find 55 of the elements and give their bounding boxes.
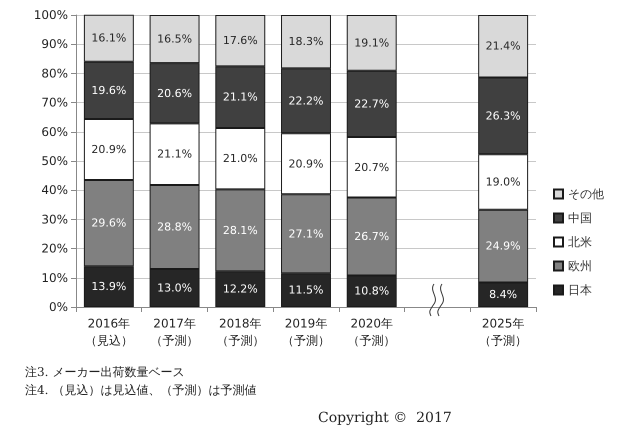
y-tick-label: 10% — [41, 270, 68, 285]
legend-label: 欧州 — [568, 259, 592, 273]
legend-label: その他 — [568, 187, 604, 201]
data-label: 16.1% — [91, 32, 126, 45]
data-label: 28.1% — [222, 224, 258, 237]
y-tick-label: 30% — [41, 212, 68, 226]
data-label: 24.9% — [486, 240, 521, 253]
data-label: 17.6% — [222, 34, 258, 48]
data-label: 20.9% — [91, 142, 126, 156]
data-label: 28.8% — [157, 220, 192, 234]
data-label: 22.7% — [354, 97, 390, 110]
data-label: 26.7% — [354, 230, 390, 243]
y-tick-label: 0% — [48, 300, 68, 314]
data-label: 19.6% — [91, 84, 126, 97]
x-tick-label: 2017年（予測） — [150, 316, 199, 348]
y-tick-label: 90% — [41, 37, 68, 52]
data-label: 27.1% — [288, 227, 324, 240]
data-label: 21.1% — [157, 148, 192, 161]
data-label: 12.2% — [222, 282, 258, 296]
y-tick-label: 40% — [41, 183, 68, 198]
y-tick-label: 60% — [41, 124, 68, 139]
data-label: 22.2% — [288, 94, 324, 108]
data-label: 29.6% — [91, 216, 126, 230]
x-tick-label: 2018年（予測） — [216, 316, 264, 348]
data-label: 21.1% — [222, 90, 258, 104]
y-tick-label: 100% — [34, 8, 68, 22]
y-tick-label: 20% — [41, 242, 68, 256]
text: 注3. メーカー出荷数量ベース — [25, 365, 184, 379]
text: Copyright © 2017 — [318, 410, 452, 426]
data-label: 10.8% — [354, 284, 390, 298]
data-label: 26.3% — [486, 109, 521, 122]
data-label: 20.7% — [354, 160, 390, 174]
x-tick-label: 2019年（予測） — [282, 316, 330, 348]
legend-label: 北米 — [568, 235, 592, 249]
text: 注4. （見込）は見込値、（予測）は予測値 — [25, 383, 256, 397]
data-label: 13.0% — [157, 282, 192, 295]
legend-label: 日本 — [568, 283, 592, 297]
data-label: 20.6% — [157, 86, 192, 100]
y-tick-label: 50% — [41, 154, 68, 168]
data-label: 13.9% — [91, 280, 126, 294]
data-label: 20.9% — [288, 157, 324, 170]
data-label: 16.5% — [157, 32, 192, 46]
data-label: 21.0% — [222, 152, 258, 166]
data-label: 19.0% — [486, 176, 521, 189]
x-tick-label: 2016年（見込） — [84, 316, 133, 348]
data-label: 21.4% — [486, 40, 521, 53]
y-tick-label: 70% — [41, 96, 68, 110]
data-label: 19.1% — [354, 36, 390, 50]
legend-label: 中国 — [568, 211, 592, 225]
y-tick-label: 80% — [41, 66, 68, 80]
data-label: 18.3% — [288, 35, 324, 48]
data-label: 11.5% — [288, 284, 324, 297]
x-tick-label: 2020年（予測） — [348, 316, 396, 348]
x-tick-label: 2025年（予測） — [479, 316, 528, 348]
data-label: 8.4% — [489, 288, 518, 302]
